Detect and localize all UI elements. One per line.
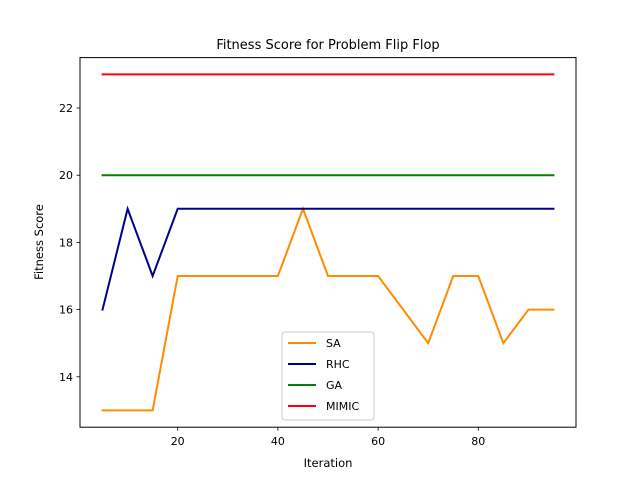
chart-title: Fitness Score for Problem Flip Flop [216,38,439,53]
legend-label-rhc: RHC [326,358,350,371]
x-tick-label: 60 [371,435,385,448]
x-tick-label: 20 [171,435,185,448]
x-axis: 20 40 60 80 [171,427,485,448]
legend-box [281,331,375,421]
series-layer [101,73,555,412]
legend-label-ga: GA [326,379,343,392]
x-tick-label: 40 [271,435,285,448]
y-axis: 14 16 18 20 22 [59,102,80,384]
y-tick-label: 20 [59,169,73,182]
y-tick-label: 18 [59,236,73,249]
x-tick-label: 80 [471,435,485,448]
legend-label-mimic: MIMIC [326,400,359,413]
series-line-sa [101,205,555,412]
legend: SA RHC GA MIMIC [281,331,375,421]
y-tick-label: 14 [59,371,73,384]
y-tick-label: 22 [59,102,73,115]
x-axis-label: Iteration [304,456,353,470]
y-tick-label: 16 [59,304,73,317]
series-line-rhc [101,205,555,311]
legend-label-sa: SA [326,337,341,350]
y-axis-label: Fitness Score [32,204,46,280]
